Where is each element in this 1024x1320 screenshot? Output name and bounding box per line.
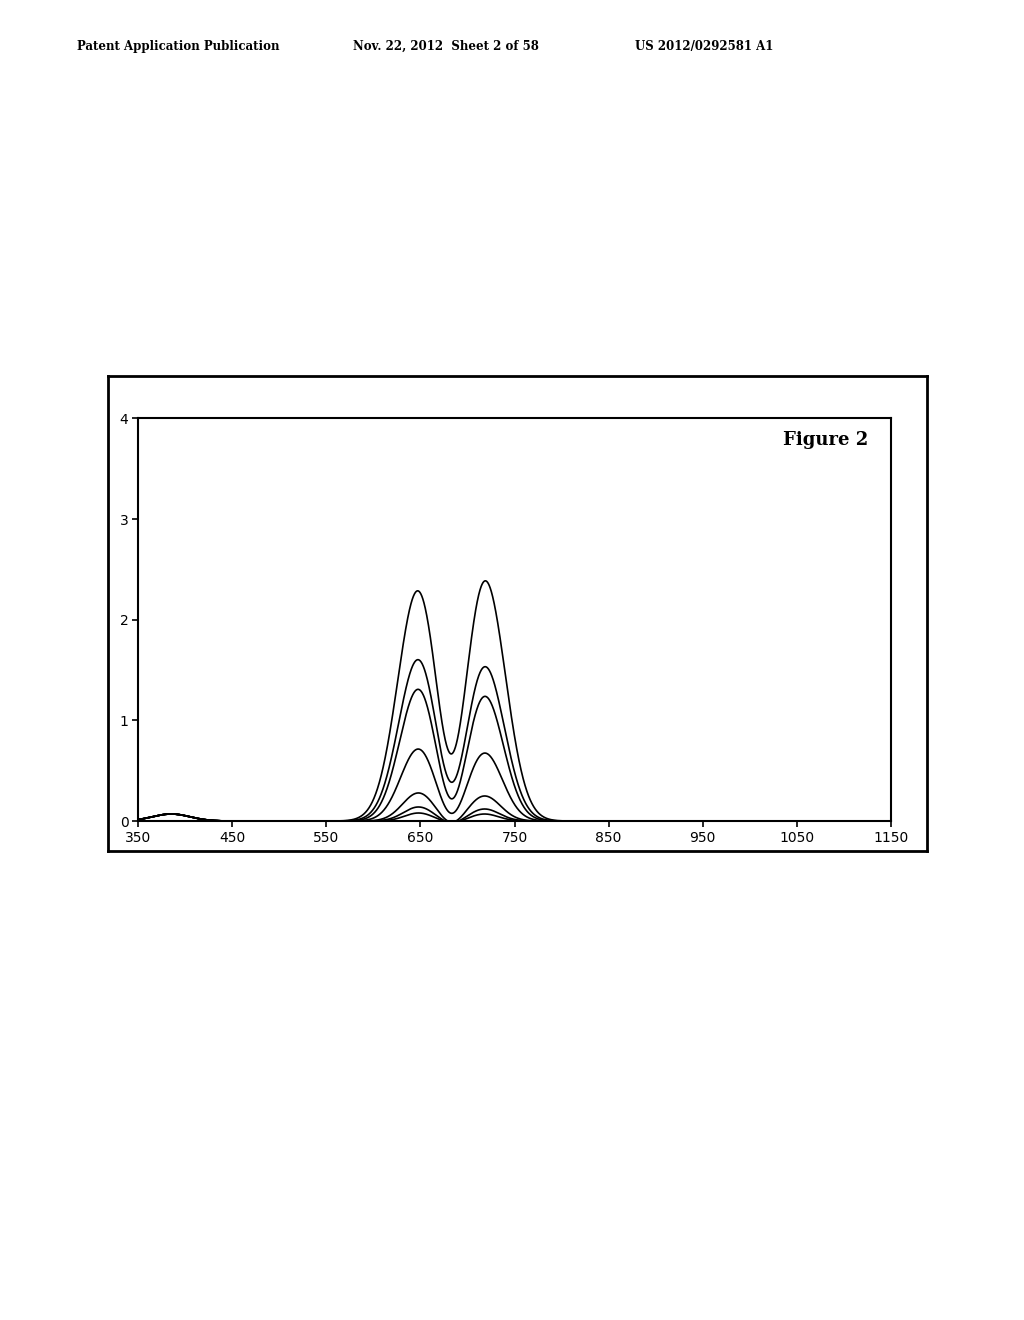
Text: US 2012/0292581 A1: US 2012/0292581 A1 [635,40,773,53]
Text: Patent Application Publication: Patent Application Publication [77,40,280,53]
Text: Figure 2: Figure 2 [783,430,868,449]
Text: Nov. 22, 2012  Sheet 2 of 58: Nov. 22, 2012 Sheet 2 of 58 [353,40,540,53]
